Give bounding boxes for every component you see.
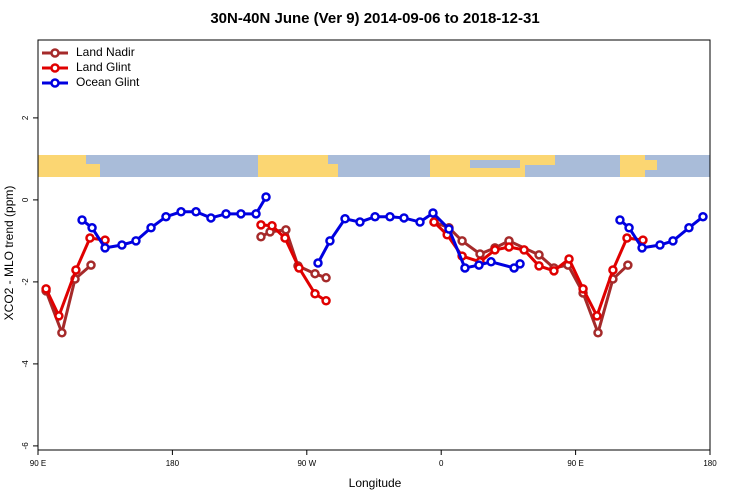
y-tick-label: -6 (21, 442, 30, 450)
legend-marker (50, 48, 60, 58)
data-point (564, 254, 574, 264)
data-point (221, 209, 231, 219)
data-point (310, 289, 320, 299)
legend-label: Land Nadir (76, 45, 135, 59)
data-point (578, 284, 588, 294)
data-point (637, 243, 647, 253)
data-point (86, 260, 96, 270)
data-point (475, 249, 485, 259)
data-point (310, 268, 320, 279)
y-tick-label: 0 (21, 197, 30, 202)
data-point (490, 245, 500, 255)
data-point (71, 265, 81, 275)
data-point (280, 233, 290, 243)
x-tick-label: 90 E (30, 459, 46, 468)
data-point (460, 263, 470, 273)
data-point (549, 266, 559, 276)
data-point (100, 243, 110, 253)
data-point (504, 242, 514, 252)
data-point (385, 211, 395, 222)
data-point (161, 211, 171, 222)
data-point (251, 209, 261, 219)
data-point (608, 265, 618, 275)
data-point (87, 223, 97, 233)
data-point (57, 327, 67, 338)
data-point (256, 220, 266, 230)
legend-marker (50, 63, 60, 73)
data-point (85, 233, 95, 243)
data-point (623, 260, 633, 270)
data-point (486, 257, 496, 267)
data-point (294, 263, 304, 273)
y-tick-label: -2 (21, 278, 30, 286)
data-point (41, 284, 51, 294)
data-point (615, 215, 625, 225)
x-tick-label: 0 (439, 459, 444, 468)
data-point (321, 273, 331, 283)
data-point (206, 213, 216, 223)
data-point (668, 236, 678, 246)
data-point (236, 209, 246, 219)
data-point (428, 208, 438, 218)
data-point (325, 236, 335, 246)
data-point (54, 311, 64, 321)
data-point (77, 215, 87, 225)
data-point (519, 245, 529, 255)
y-axis-label: XCO2 - MLO trend (ppm) (2, 186, 16, 321)
data-point (592, 311, 602, 321)
x-tick-label: 90 W (297, 459, 316, 468)
data-point (131, 236, 141, 246)
data-point (415, 217, 425, 227)
data-point (340, 214, 350, 224)
data-point (429, 217, 439, 227)
data-point (509, 263, 519, 273)
legend-label: Ocean Glint (76, 75, 140, 89)
x-axis-label: Longitude (349, 476, 402, 490)
data-point (399, 213, 409, 223)
data-point (622, 233, 632, 243)
data-point (534, 261, 544, 271)
map-strip (38, 155, 710, 177)
data-point (457, 236, 467, 246)
data-point (191, 207, 201, 217)
series-line (81, 196, 704, 270)
data-point (261, 192, 271, 202)
data-point (444, 224, 454, 234)
data-point (370, 211, 380, 222)
data-point (267, 220, 277, 231)
data-point (281, 225, 291, 235)
legend-marker (50, 78, 60, 88)
data-point (176, 207, 186, 217)
data-point (593, 327, 603, 338)
data-point (321, 296, 331, 306)
data-point (638, 235, 648, 245)
y-tick-label: 2 (21, 115, 30, 120)
data-point (117, 240, 127, 250)
data-point (146, 223, 156, 233)
x-tick-label: 180 (703, 459, 717, 468)
data-point (624, 223, 634, 233)
x-tick-label: 90 E (567, 459, 583, 468)
plot-frame (37, 39, 711, 451)
data-point (698, 211, 708, 222)
legend-label: Land Glint (76, 60, 131, 74)
data-point (355, 217, 365, 227)
data-point (313, 258, 323, 268)
data-point (256, 232, 266, 242)
data-point (684, 223, 694, 233)
y-tick-label: -4 (21, 360, 30, 368)
data-point (515, 259, 525, 269)
data-point (474, 260, 484, 270)
x-tick-label: 180 (166, 459, 180, 468)
chart-title: 30N-40N June (Ver 9) 2014-09-06 to 2018-… (210, 10, 539, 27)
data-point (534, 250, 544, 260)
data-point (655, 240, 665, 250)
